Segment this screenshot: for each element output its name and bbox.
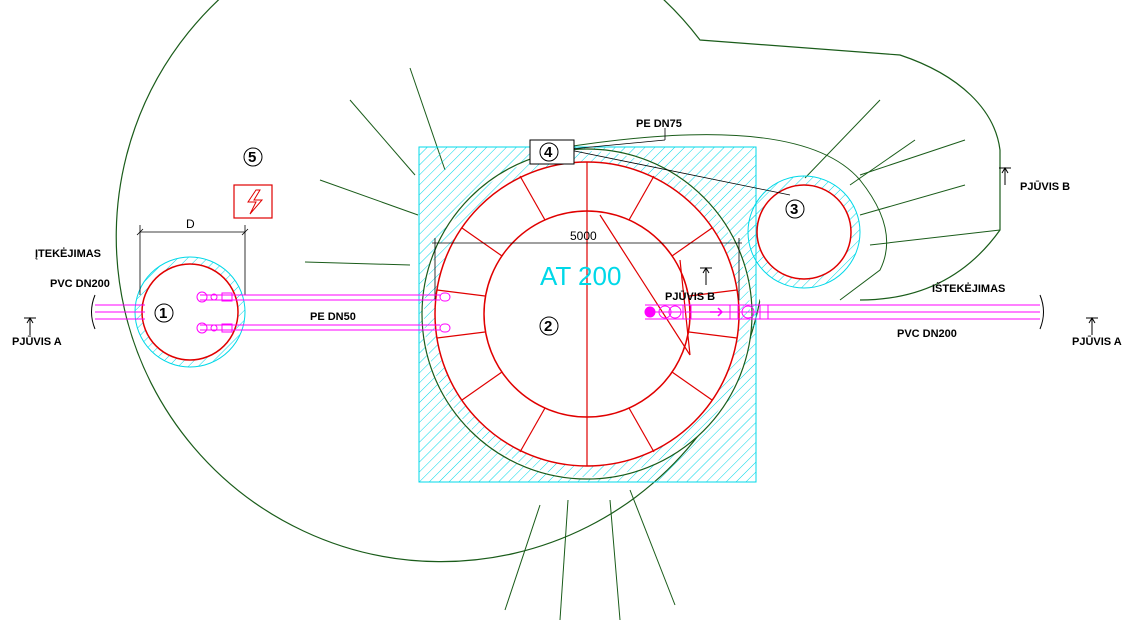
inlet-pipe-label: PVC DN200 <box>50 278 110 290</box>
outlet-pipe-label: PVC DN200 <box>897 328 957 340</box>
pe-dn75-label: PE DN75 <box>636 118 682 130</box>
outlet-pipe <box>644 294 1044 330</box>
section-markers <box>24 167 1098 335</box>
lightning-bolt-icon <box>247 189 264 215</box>
marker-5: 5 <box>248 149 256 166</box>
site-boundary <box>115 0 1001 563</box>
marker-3: 3 <box>790 201 798 218</box>
marker-1: 1 <box>159 305 167 322</box>
pe-dn50-label: PE DN50 <box>310 311 356 323</box>
chamber-1-ring <box>141 263 239 361</box>
marker-circles <box>154 142 805 336</box>
marker-4: 4 <box>544 144 553 161</box>
pe-dn50-pipes <box>196 291 451 334</box>
dimension-5000-label: 5000 <box>570 229 597 243</box>
dimension-5000 <box>432 238 742 300</box>
tank-ribs <box>436 162 738 466</box>
section-b-right: PJŪVIS B <box>1020 181 1070 193</box>
section-a-right: PJŪVIS A <box>1072 336 1122 348</box>
inlet-pipe <box>91 294 145 330</box>
pe-dn75-line <box>559 128 791 196</box>
marker-2: 2 <box>544 318 552 335</box>
chamber-3-connector <box>559 134 888 301</box>
chamber-3-ring <box>756 184 852 280</box>
dimension-d-label: D <box>186 217 195 231</box>
outlet-title: IŠTEKĖJIMAS <box>932 282 1005 295</box>
inlet-title: ĮTEKĖJIMAS <box>35 247 101 260</box>
section-b-center: PJŪVIS B <box>665 291 715 303</box>
section-a-left: PJŪVIS A <box>12 336 62 348</box>
dimension-d <box>136 225 249 295</box>
electric-box <box>233 184 273 219</box>
radial-lines <box>304 67 1001 621</box>
tank-name: AT 200 <box>540 261 621 291</box>
